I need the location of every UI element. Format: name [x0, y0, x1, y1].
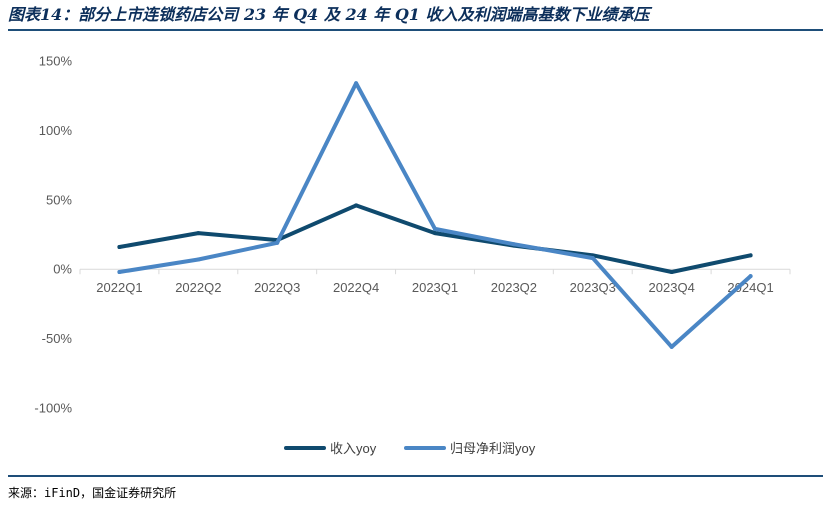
- data-point: [748, 274, 753, 279]
- data-point: [354, 81, 359, 86]
- data-point: [275, 240, 280, 245]
- x-tick-label: 2023Q1: [412, 280, 458, 295]
- y-tick-label: -50%: [42, 331, 73, 346]
- line-chart: -100% -50% 0% 50% 100% 150% 2022Q1 2022Q2 2022Q3…: [34, 54, 791, 456]
- x-tick-label: 2023Q4: [649, 280, 695, 295]
- data-point: [669, 344, 674, 349]
- series-line-revenue-yoy: [117, 203, 753, 274]
- data-point: [433, 231, 437, 236]
- y-tick-label: 0%: [53, 262, 72, 277]
- data-point: [511, 242, 516, 247]
- data-point: [196, 257, 201, 262]
- data-point: [590, 256, 595, 261]
- x-tick-label: 2023Q2: [491, 280, 537, 295]
- x-tick-label: 2022Q4: [333, 280, 379, 295]
- x-tick-label: 2022Q3: [254, 280, 300, 295]
- title-rule: [8, 29, 823, 31]
- data-point: [117, 269, 122, 274]
- data-point: [117, 244, 122, 249]
- y-tick-label: 150%: [39, 54, 73, 69]
- x-tick-label: 2022Q2: [175, 280, 221, 295]
- y-tick-label: -100%: [34, 401, 72, 416]
- chart-title: 图表14：部分上市连锁药店公司 23 年 Q4 及 24 年 Q1 收入及利润端…: [8, 5, 650, 24]
- x-tick-label: 2022Q1: [96, 280, 142, 295]
- data-point: [748, 253, 753, 258]
- data-point: [354, 203, 359, 208]
- data-point: [196, 231, 201, 236]
- source-rule: [8, 475, 823, 477]
- legend-item: 收入yoy: [284, 441, 377, 456]
- x-tick-label: 2023Q3: [570, 280, 616, 295]
- legend-label: 归母净利润yoy: [450, 441, 536, 456]
- legend-label: 收入yoy: [330, 441, 377, 456]
- legend-item: 归母净利润yoy: [404, 441, 536, 456]
- y-tick-label: 100%: [39, 123, 73, 138]
- source-note: 来源：iFinD，国金证券研究所: [8, 486, 177, 500]
- y-tick-label: 50%: [46, 192, 72, 207]
- series-line-net-profit-yoy: [117, 81, 753, 349]
- data-point: [669, 269, 674, 274]
- data-point: [433, 226, 437, 231]
